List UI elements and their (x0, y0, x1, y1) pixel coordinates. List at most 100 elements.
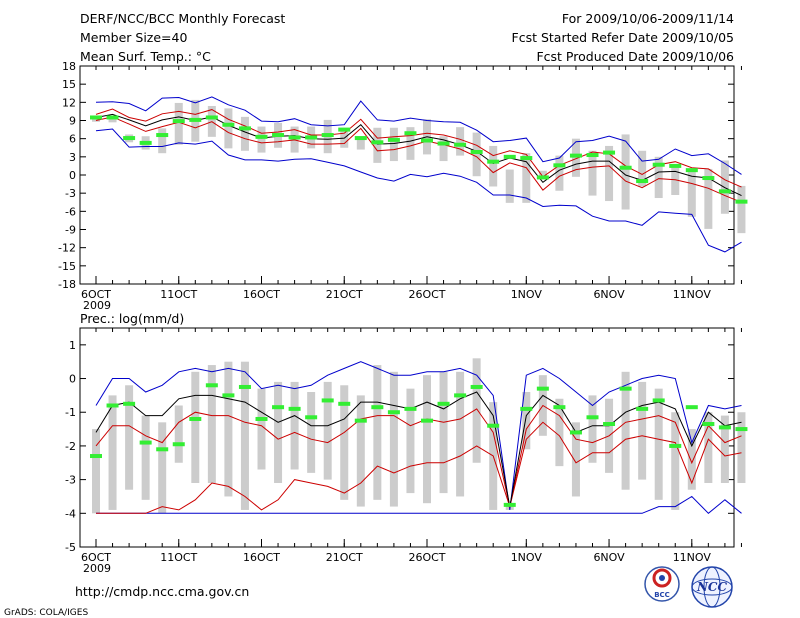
temp-observed-mark (487, 159, 500, 164)
temp-ytick-label: 0 (69, 169, 76, 182)
prec-ensemble-bar (373, 365, 382, 500)
temp-observed-mark (470, 149, 483, 154)
prec-observed-mark (636, 406, 649, 411)
temp-observed-mark (371, 140, 384, 145)
prec-observed-mark (139, 440, 152, 445)
prec-observed-mark (702, 422, 715, 427)
prec-ensemble-bar (704, 412, 713, 483)
prec-max-line (95, 361, 742, 510)
prec-ensemble-bar (323, 381, 332, 480)
temp-observed-mark (189, 117, 202, 122)
prec-ensemble-bar (356, 395, 365, 507)
temp-observed-mark (272, 133, 285, 138)
prec-observed-mark (603, 422, 616, 427)
temp-observed-mark (520, 156, 533, 161)
temp-ensemble-bar (389, 127, 398, 162)
temp-ensemble-bar (588, 150, 597, 196)
prec-ensemble-bar (290, 381, 299, 470)
temp-xtick-label: 16OCT (243, 288, 280, 301)
temp-observed-mark (669, 163, 682, 168)
prec-ensemble-bar (555, 398, 564, 467)
temp-ensemble-bar (687, 171, 696, 217)
prec-observed-mark (553, 405, 566, 410)
temp-ensemble-bar (108, 117, 117, 123)
temp-mean-line (95, 113, 742, 197)
temp-ytick-label: 6 (69, 133, 76, 146)
temp-ytick-label: -18 (58, 278, 76, 291)
prec-mean-line (95, 391, 742, 507)
temp-observed-mark (321, 133, 334, 138)
prec-observed-mark (619, 386, 632, 391)
prec-xtick-label: 26OCT (408, 551, 445, 564)
prec-ensemble-bar (588, 395, 597, 463)
temp-ensemble-bar (720, 160, 729, 214)
ncc-logo: NCC (691, 566, 733, 608)
prec-observed-mark (437, 401, 450, 406)
temp-ytick-label: 12 (62, 96, 76, 109)
prec-ytick-label: 1 (69, 339, 76, 352)
temp-observed-mark (255, 134, 268, 139)
temp-observed-mark (702, 176, 715, 181)
temp-ensemble-bar (224, 108, 233, 149)
prec-observed-mark (487, 423, 500, 428)
temp-observed-mark (536, 175, 549, 180)
prec-observed-mark (735, 427, 748, 432)
prec-xtick-label: 11OCT (160, 551, 197, 564)
source-url[interactable]: http://cmdp.ncc.cma.gov.cn (75, 584, 249, 599)
prec-ensemble-bar (472, 358, 481, 463)
prec-observed-mark (156, 447, 169, 452)
prec-ensemble-bar (522, 392, 531, 450)
temp-ensemble-bar (522, 153, 531, 203)
prec-observed-mark (421, 418, 433, 423)
temp-observed-mark (404, 131, 417, 136)
temp-observed-mark (735, 199, 748, 204)
temp-observed-mark (139, 140, 152, 145)
temp-observed-mark (387, 137, 400, 142)
temp-observed-mark (222, 122, 235, 127)
member-size-label: Member Size=40 (80, 30, 187, 45)
temp-ytick-label: -9 (65, 224, 76, 237)
forecast-period: For 2009/10/06-2009/11/14 (562, 11, 734, 26)
prec-ensemble-bar (191, 371, 200, 483)
temp-frame (79, 65, 735, 285)
temp-ensemble-bar (356, 138, 365, 150)
temp-ensemble-bar (605, 145, 614, 202)
temp-ensemble-bar (538, 170, 547, 178)
temp-observed-mark (454, 142, 467, 147)
temp-observed-mark (619, 165, 632, 170)
temp-observed-mark (636, 179, 649, 184)
prec-observed-mark (255, 416, 268, 421)
temp-observed-mark (238, 126, 251, 131)
prec-year-label: 2009 (83, 562, 111, 575)
prec-ensemble-bar (340, 385, 349, 500)
temp-observed-mark (205, 115, 218, 120)
temp-ytick-label: 18 (62, 60, 76, 73)
prec-ensemble-bar (621, 371, 630, 490)
prec-observed-mark (718, 425, 731, 430)
prec-ensemble-bar (439, 371, 448, 494)
prec-observed-mark (520, 406, 533, 411)
temp-ytick-label: 15 (62, 78, 76, 91)
temp-ytick-label: -12 (58, 242, 76, 255)
prec-observed-mark (669, 443, 682, 448)
temp-xtick-label: 11NOV (673, 288, 712, 301)
prec-observed-mark (354, 418, 367, 423)
temp-ytick-label: 9 (69, 115, 76, 128)
temp-xtick-label: 26OCT (408, 288, 445, 301)
temp-ytick-label: -6 (65, 205, 76, 218)
prec-ytick-label: -2 (65, 440, 76, 453)
temp-observed-mark (172, 119, 185, 124)
prec-observed-mark (371, 405, 384, 410)
prec-observed-mark (569, 430, 582, 435)
temp-ensemble-bar (704, 168, 713, 229)
prec-ensemble-bar (274, 381, 283, 483)
prec-xtick-label: 6NOV (593, 551, 625, 564)
grads-credit: GrADS: COLA/IGES (4, 608, 88, 618)
temp-observed-mark (354, 136, 367, 141)
prec-ytick-label: -5 (65, 541, 76, 554)
temp-observed-mark (553, 163, 566, 168)
temp-ensemble-bar (240, 116, 249, 151)
temp-ensemble-bar (174, 102, 183, 145)
prec-ensemble-bar (240, 361, 249, 510)
